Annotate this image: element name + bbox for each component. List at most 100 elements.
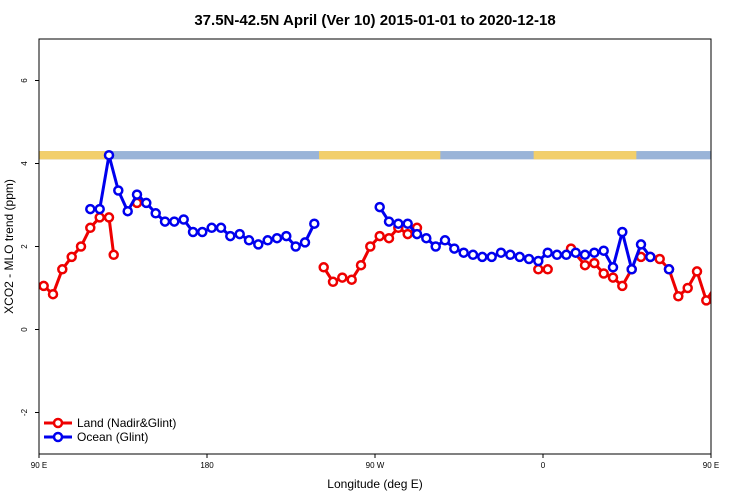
data-point: [374, 230, 385, 242]
data-point: [75, 241, 87, 252]
data-point: [113, 185, 124, 196]
data-point: [551, 249, 563, 261]
data-point: [47, 288, 59, 300]
data-point: [178, 214, 189, 225]
data-point: [197, 226, 208, 238]
data-point: [495, 247, 507, 258]
x-axis-label: Longitude (deg E): [327, 477, 422, 491]
data-point: [122, 205, 133, 217]
data-point: [682, 282, 693, 294]
y-tick-label: 2: [20, 244, 29, 249]
data-point: [234, 228, 245, 240]
y-axis: -2 0 2 4 6: [20, 78, 39, 416]
data-point: [607, 272, 619, 283]
data-point: [542, 264, 553, 275]
data-point: [701, 295, 711, 306]
series-ocean: [85, 149, 675, 275]
data-point: [66, 251, 77, 263]
land-mask-band: [39, 151, 750, 160]
x-tick-label: 90 E: [703, 461, 719, 470]
y-tick-label: 6: [20, 78, 29, 83]
data-point: [85, 222, 96, 234]
data-point: [243, 235, 255, 246]
series-layer: [39, 149, 738, 306]
legend-label: Ocean (Glint): [77, 430, 148, 444]
data-point: [579, 259, 591, 271]
data-point: [150, 208, 161, 219]
data-point: [225, 230, 236, 242]
data-point: [262, 235, 273, 246]
data-point: [141, 197, 152, 209]
data-point: [383, 232, 395, 244]
data-point: [730, 265, 738, 273]
data-point: [281, 230, 292, 242]
data-point: [654, 253, 665, 265]
data-point: [579, 249, 591, 261]
data-point: [337, 272, 348, 283]
data-point: [635, 239, 647, 250]
data-point: [589, 247, 600, 258]
data-point: [710, 283, 711, 289]
land-band-segment: [711, 151, 750, 159]
data-point: [299, 237, 311, 248]
data-point: [673, 291, 684, 302]
series-land: [39, 197, 738, 306]
data-point: [421, 232, 432, 244]
data-point: [523, 253, 535, 265]
data-point: [108, 249, 119, 261]
data-point: [94, 203, 105, 215]
x-tick-label: 180: [200, 461, 214, 470]
land-band-segment: [39, 151, 110, 160]
series-line: [42, 215, 116, 296]
data-point: [617, 226, 628, 238]
data-point: [346, 274, 357, 285]
data-point: [561, 249, 572, 261]
data-point: [85, 203, 96, 215]
data-point: [57, 264, 68, 275]
chart-title: 37.5N-42.5N April (Ver 10) 2015-01-01 to…: [194, 12, 555, 29]
data-point: [626, 264, 637, 275]
data-point: [131, 189, 143, 200]
legend-marker: [52, 417, 64, 429]
data-point: [309, 218, 320, 229]
data-point: [103, 149, 115, 161]
data-point: [39, 280, 49, 292]
legend-label: Land (Nadir&Glint): [77, 416, 176, 430]
data-point: [355, 259, 367, 271]
data-point: [467, 249, 479, 261]
data-point: [383, 216, 395, 227]
data-point: [449, 243, 460, 254]
x-tick-label: 90 E: [31, 461, 47, 470]
data-point: [374, 201, 385, 213]
data-point: [458, 247, 469, 258]
data-point: [94, 212, 105, 223]
data-point: [327, 276, 339, 288]
data-point: [103, 212, 115, 223]
data-point: [721, 290, 729, 298]
data-point: [365, 241, 376, 252]
data-point: [598, 245, 609, 256]
legend-marker: [52, 431, 64, 443]
legend: Land (Nadir&Glint)Ocean (Glint): [44, 416, 176, 444]
data-point: [439, 235, 451, 246]
data-point: [663, 264, 675, 275]
x-tick-label: 0: [541, 461, 546, 470]
data-point: [477, 251, 488, 263]
data-point: [430, 241, 441, 252]
y-tick-label: -2: [20, 408, 29, 416]
data-point: [617, 280, 628, 292]
data-point: [505, 249, 516, 261]
data-point: [607, 262, 619, 273]
data-point: [598, 268, 609, 279]
land-band-segment: [319, 151, 441, 160]
data-point: [411, 228, 423, 240]
data-point: [253, 239, 264, 250]
data-point: [514, 251, 525, 263]
data-point: [645, 251, 656, 263]
data-point: [318, 262, 329, 273]
y-tick-label: 4: [20, 161, 29, 166]
series-line: [378, 206, 652, 271]
data-point: [187, 226, 199, 238]
